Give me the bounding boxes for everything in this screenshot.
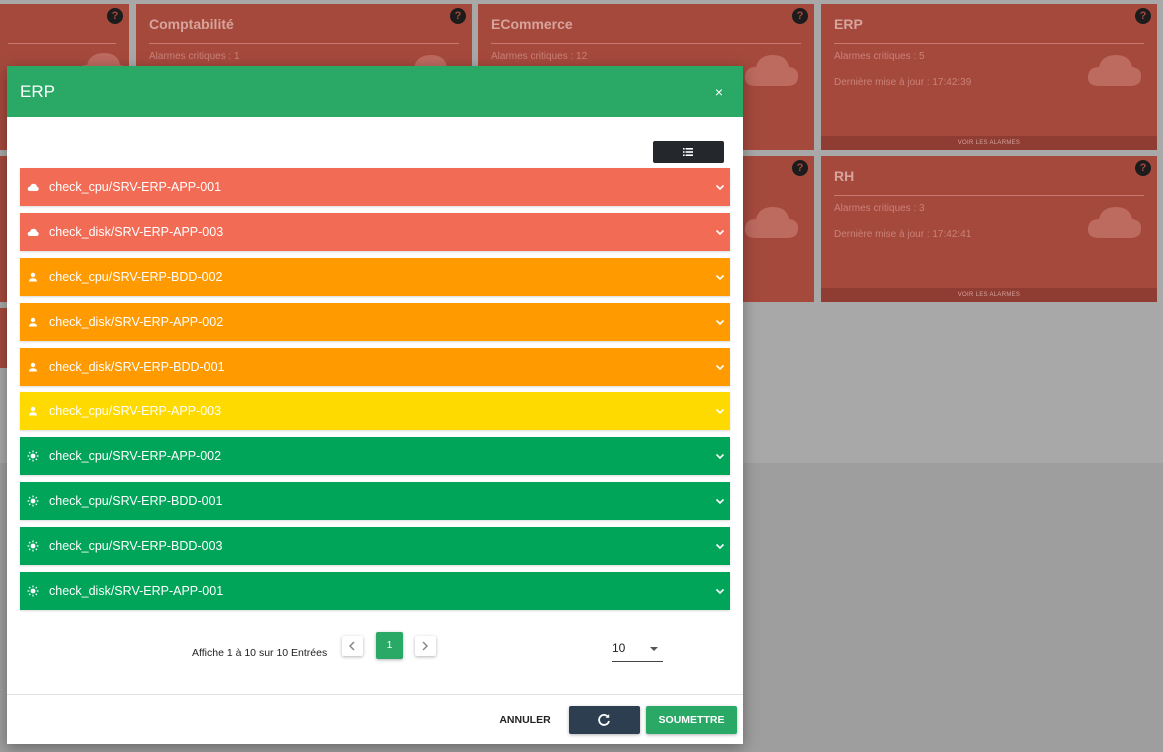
help-icon[interactable]: ? (107, 8, 123, 24)
alarm-row-label: check_disk/SRV-ERP-BDD-001 (49, 359, 225, 374)
cancel-button[interactable]: ANNULER (499, 714, 551, 726)
person-icon (27, 361, 39, 373)
alarm-row[interactable]: check_cpu/SRV-ERP-APP-002 (20, 437, 730, 476)
page-1-button[interactable]: 1 (376, 632, 403, 659)
tile-divider (8, 43, 116, 44)
tile-critical-count: Alarmes critiques : 12 (491, 51, 588, 62)
alarm-row[interactable]: check_cpu/SRV-ERP-BDD-002 (20, 257, 730, 296)
alarms-modal: ERP × check_cpu/SRV-ERP-APP-001 check_dis… (7, 66, 743, 744)
page-size-value: 10 (612, 641, 626, 655)
chevron-down-icon[interactable] (714, 450, 726, 462)
tile-last-update: Dernière mise à jour : 17:42:39 (834, 77, 972, 88)
modal-title: ERP (20, 82, 55, 101)
alarm-row[interactable]: check_disk/SRV-ERP-APP-001 (20, 572, 730, 611)
chevron-down-icon[interactable] (714, 361, 726, 373)
service-tile-erp[interactable]: ERP Alarmes critiques : 5 Dernière mise … (821, 4, 1157, 150)
cloud-icon (1087, 55, 1142, 86)
alarm-list: check_cpu/SRV-ERP-APP-001 check_disk/SRV-… (20, 168, 730, 617)
alarm-row[interactable]: check_disk/SRV-ERP-BDD-001 (20, 347, 730, 386)
cloud-icon (744, 55, 799, 86)
tile-critical-count: Alarmes critiques : 5 (834, 51, 925, 62)
help-icon[interactable]: ? (792, 8, 808, 24)
alarm-row-label: check_disk/SRV-ERP-APP-001 (49, 584, 224, 599)
refresh-button[interactable] (569, 706, 640, 734)
help-icon[interactable]: ? (1135, 8, 1151, 24)
tile-critical-count: Alarmes critiques : 1 (149, 51, 240, 62)
chevron-right-icon (422, 641, 429, 651)
alarm-row[interactable]: check_cpu/SRV-ERP-APP-001 (20, 168, 730, 206)
tile-last-update: Dernière mise à jour : 17:42:41 (834, 229, 972, 240)
chevron-down-icon[interactable] (714, 316, 726, 328)
tile-title: RH (834, 168, 855, 184)
alarm-row-label: check_disk/SRV-ERP-APP-002 (49, 314, 224, 329)
chevron-down-icon[interactable] (714, 226, 726, 238)
chevron-left-icon (348, 641, 355, 651)
alarm-row[interactable]: check_cpu/SRV-ERP-BDD-001 (20, 482, 730, 521)
view-alarms-link[interactable]: VOIR LES ALARMES (821, 136, 1157, 150)
tile-divider (834, 195, 1144, 196)
footer-divider (7, 694, 743, 695)
sun-icon (27, 450, 39, 462)
cloud-icon (744, 207, 799, 238)
next-page-button[interactable] (415, 636, 436, 656)
chevron-down-icon[interactable] (714, 271, 726, 283)
sun-icon (27, 585, 39, 597)
pagination-info: Affiche 1 à 10 sur 10 Entrées (192, 647, 328, 659)
alarm-row-label: check_cpu/SRV-ERP-APP-002 (49, 449, 222, 464)
help-icon[interactable]: ? (1135, 160, 1151, 176)
chevron-down-icon[interactable] (714, 585, 726, 597)
caret-down-icon (650, 647, 658, 651)
cloud-icon (27, 226, 39, 238)
service-tile-rh[interactable]: RH Alarmes critiques : 3 Dernière mise à… (821, 156, 1157, 302)
alarm-row-label: check_cpu/SRV-ERP-APP-001 (49, 180, 222, 194)
chevron-down-icon[interactable] (714, 540, 726, 552)
help-icon[interactable]: ? (792, 160, 808, 176)
tile-title: ECommerce (491, 16, 573, 32)
alarm-row-label: check_disk/SRV-ERP-APP-003 (49, 224, 224, 239)
tile-divider (834, 43, 1144, 44)
service-tile[interactable] (0, 156, 7, 302)
alarm-row-label: check_cpu/SRV-ERP-BDD-003 (49, 539, 223, 554)
alarm-row[interactable]: check_cpu/SRV-ERP-APP-003 (20, 392, 730, 431)
chevron-down-icon[interactable] (714, 405, 726, 417)
service-tile[interactable] (0, 308, 7, 368)
person-icon (27, 271, 39, 283)
chevron-down-icon[interactable] (714, 181, 726, 193)
tile-divider (491, 43, 801, 44)
alarm-row[interactable]: check_disk/SRV-ERP-APP-002 (20, 302, 730, 341)
alarm-row-label: check_cpu/SRV-ERP-APP-003 (49, 404, 222, 419)
alarm-row-label: check_cpu/SRV-ERP-BDD-001 (49, 494, 223, 509)
chevron-down-icon[interactable] (714, 495, 726, 507)
close-icon[interactable]: × (714, 84, 723, 100)
list-view-button[interactable] (653, 141, 724, 163)
previous-page-button[interactable] (342, 636, 363, 656)
tile-title: Comptabilité (149, 16, 234, 32)
refresh-icon (598, 714, 610, 726)
alarm-row-label: check_cpu/SRV-ERP-BDD-002 (49, 269, 223, 284)
tile-critical-count: Alarmes critiques : 3 (834, 203, 925, 214)
tile-title: ERP (834, 16, 863, 32)
tile-divider (149, 43, 459, 44)
submit-button[interactable]: SOUMETTRE (646, 706, 737, 734)
view-alarms-link[interactable]: VOIR LES ALARMES (821, 288, 1157, 302)
page-size-select[interactable]: 10 (612, 639, 663, 662)
person-icon (27, 405, 39, 417)
alarm-row[interactable]: check_disk/SRV-ERP-APP-003 (20, 212, 730, 251)
sun-icon (27, 540, 39, 552)
modal-header: ERP × (7, 66, 743, 117)
help-icon[interactable]: ? (450, 8, 466, 24)
list-icon (683, 148, 693, 156)
cloud-icon (27, 181, 39, 193)
cloud-icon (1087, 207, 1142, 238)
person-icon (27, 316, 39, 328)
sun-icon (27, 495, 39, 507)
alarm-row[interactable]: check_cpu/SRV-ERP-BDD-003 (20, 527, 730, 566)
